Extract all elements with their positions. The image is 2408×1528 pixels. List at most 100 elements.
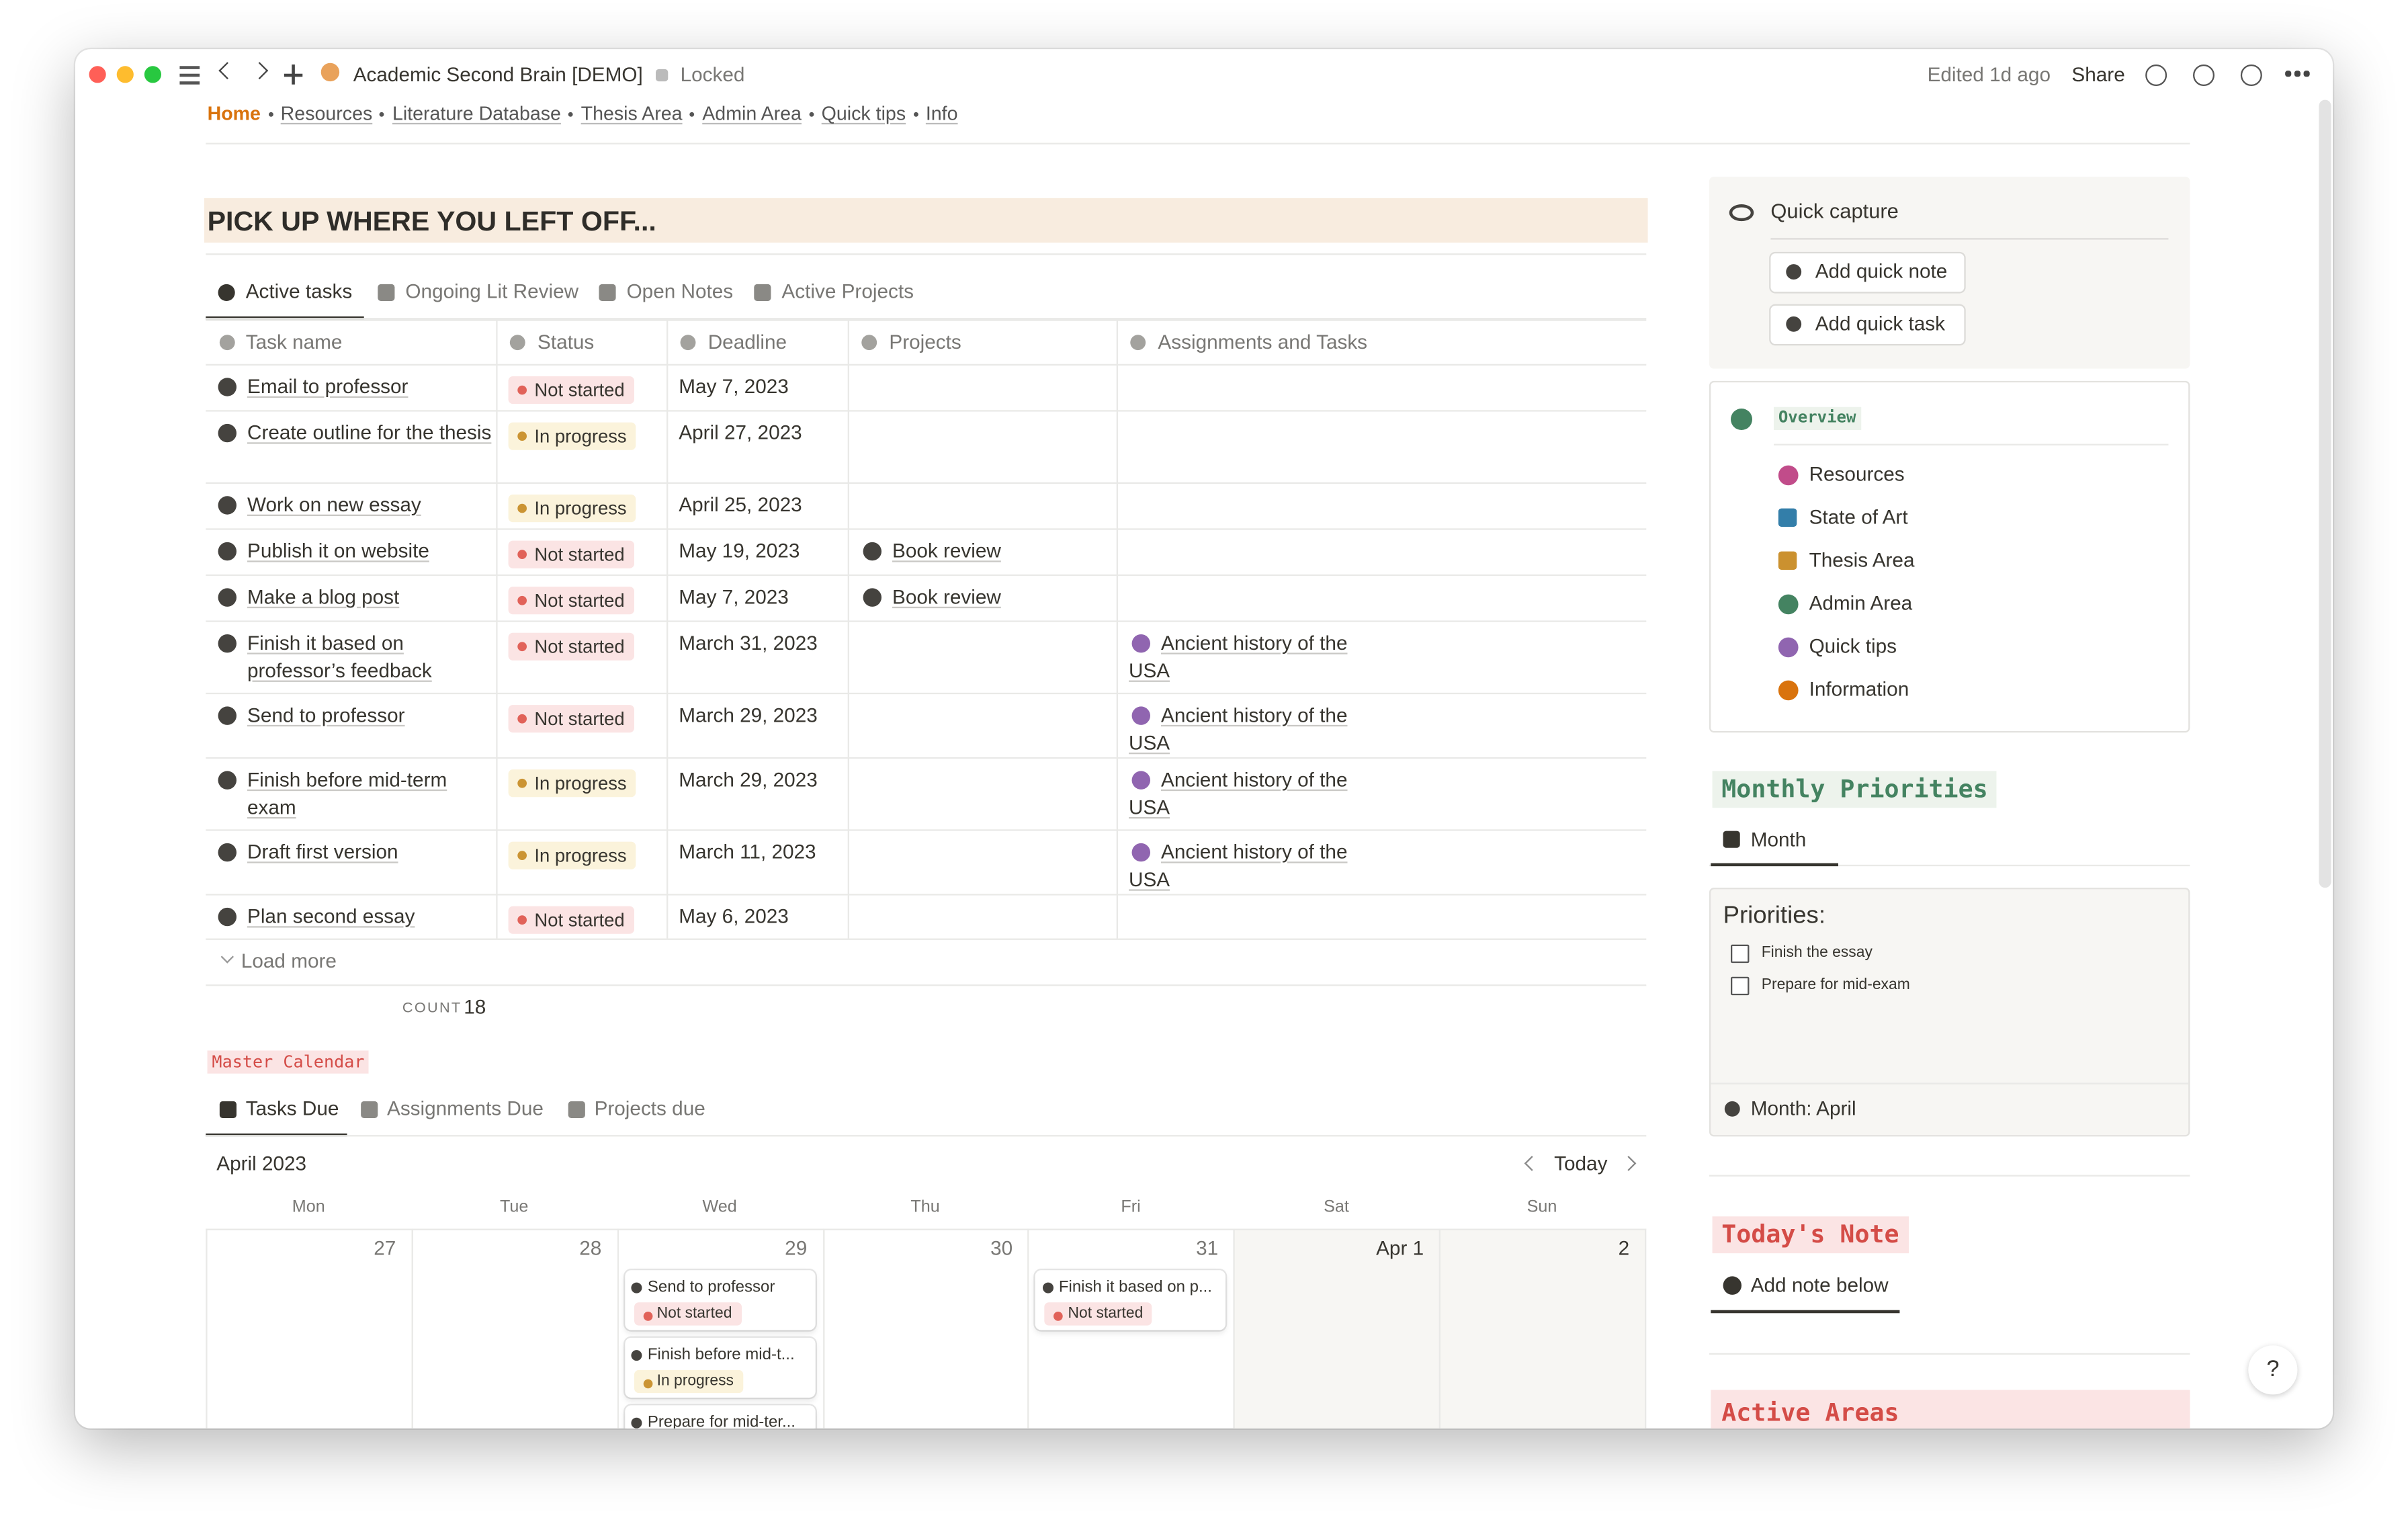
event-icon [631,1349,642,1360]
project-link[interactable]: Book review [892,585,1001,609]
column-icon [219,335,235,351]
todays-note-title: Today's Note [1712,1216,1909,1254]
divider [1439,1228,1441,1429]
breadcrumb-link[interactable]: Literature Database [392,103,561,125]
checkbox[interactable] [1730,976,1750,996]
task-name[interactable]: Email to professor [247,374,408,398]
load-more[interactable]: Load more [241,949,337,972]
prev-arrow[interactable] [1524,1156,1540,1171]
task-name[interactable]: Finish it based on professor’s feedback [247,631,432,682]
task-name[interactable]: Publish it on website [247,539,429,562]
row-icon [218,843,236,862]
calendar-tab[interactable]: Tasks Due [245,1096,339,1120]
checkbox[interactable] [1730,944,1750,964]
weekday-label: Fri [1121,1197,1141,1217]
divider [496,319,498,939]
task-name[interactable]: Work on new essay [247,493,421,516]
capture-button[interactable] [1769,304,1966,346]
assignment-link[interactable]: Ancient history of the USA [1128,840,1348,891]
project-link[interactable]: Book review [892,539,1001,562]
close-button [88,65,105,83]
button-icon [1786,316,1802,332]
divider [206,528,1647,530]
count-value: 18 [464,995,486,1019]
divider [822,1228,824,1429]
task-name[interactable]: Send to professor [247,703,405,727]
edited-label: Edited 1d ago [1927,62,2051,86]
add-note-button[interactable]: Add note below [1750,1273,1889,1297]
page-title[interactable]: Academic Second Brain [DEMO] [353,62,643,86]
app-window: Academic Second Brain [DEMO] Locked Edited… [75,49,2333,1429]
overview-link[interactable]: Resources [1809,462,1905,486]
column-header: Task name [245,330,343,353]
task-name[interactable]: Create outline for the thesis [247,421,492,444]
assignment-link[interactable]: Ancient history of the USA [1128,631,1348,682]
divider [179,66,200,69]
button-icon [1786,264,1802,280]
divider [206,253,1647,255]
row-icon [218,423,236,443]
status-tag: Not started [508,705,634,733]
breadcrumb-link[interactable]: Resources [280,103,373,125]
calendar-tab[interactable]: Assignments Due [386,1096,544,1120]
assignment-link[interactable]: Ancient history of the USA [1128,767,1348,819]
divider [292,64,294,85]
overview-link[interactable]: Information [1809,677,1909,701]
divider [206,829,1647,831]
view-tab[interactable]: Open Notes [626,279,734,303]
assignment-link[interactable]: Ancient history of the USA [1128,703,1348,755]
event-name: Send to professor [647,1277,775,1297]
deadline: May 19, 2023 [679,539,800,562]
overview-link[interactable]: Quick tips [1809,634,1897,658]
overview-link[interactable]: State of Art [1809,505,1908,529]
divider [1028,1228,1030,1429]
event-card[interactable] [624,1405,815,1429]
divider [206,318,1647,320]
minimize-button [116,65,133,83]
toolbar-icon [2240,64,2262,86]
view-tab[interactable]: Active Projects [781,279,914,303]
assignment-icon [1131,706,1150,725]
row-icon [218,496,236,515]
calendar-tab[interactable]: Projects due [594,1096,705,1120]
deadline: May 7, 2023 [679,374,789,398]
breadcrumb-link[interactable]: Home [207,103,261,125]
task-name[interactable]: Finish before mid-term exam [247,767,447,819]
divider [206,1228,1647,1230]
deadline: March 29, 2023 [679,767,818,792]
row-icon [218,706,236,725]
capture-button[interactable] [1769,251,1966,294]
breadcrumb-link[interactable]: Quick tips [821,103,906,125]
next-arrow[interactable] [1621,1156,1637,1171]
divider [206,894,1647,896]
capture-button-label[interactable]: Add quick note [1815,259,1948,283]
month-tab[interactable]: Month [1750,827,1807,851]
view-tab[interactable]: Active tasks [245,279,353,303]
eye-icon [1729,204,1754,222]
breadcrumb-link[interactable]: Info [925,103,958,125]
share-button[interactable]: Share [2071,62,2125,86]
day-number: 31 [1196,1236,1219,1260]
status-tag: Not started [508,587,634,615]
overview-link[interactable]: Thesis Area [1809,548,1915,572]
task-name[interactable]: Draft first version [247,840,398,863]
breadcrumb-link[interactable]: Thesis Area [580,103,683,125]
task-name[interactable]: Make a blog post [247,585,400,609]
column-icon [509,335,525,351]
help-button[interactable]: ? [2248,1345,2298,1395]
capture-button-label[interactable]: Add quick task [1815,311,1945,335]
separator [268,112,273,117]
status-tag: Not started [634,1302,742,1326]
today-button[interactable]: Today [1554,1152,1608,1175]
divider [206,938,1647,940]
breadcrumb-link[interactable]: Admin Area [702,103,802,125]
divider [1709,864,2190,867]
task-name[interactable]: Plan second essay [247,904,415,928]
count-label: COUNT [402,999,462,1017]
status-tag: Not started [508,540,634,568]
overview-link[interactable]: Admin Area [1809,591,1913,615]
item-icon [1778,508,1797,527]
more-dot [2304,71,2309,77]
view-tab[interactable]: Ongoing Lit Review [405,279,579,303]
